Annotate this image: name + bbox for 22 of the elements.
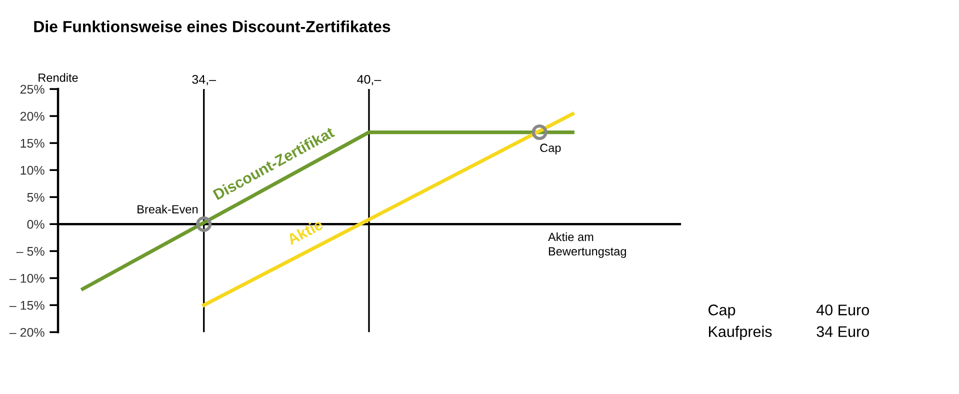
y-tick-label: 25%: [20, 84, 44, 94]
annotation: Cap: [540, 144, 561, 154]
y-tick-label: 20%: [20, 112, 44, 121]
chart-title: Die Funktionsweise eines Discount-Zertifikates: [34, 20, 390, 32]
y-tick-label: – 5%: [16, 246, 44, 256]
text: Aktie: [286, 218, 324, 246]
y-tick-label: 5%: [27, 192, 44, 202]
annotation: Break-Even: [138, 204, 198, 214]
y-tick-label: – 10%: [9, 274, 44, 283]
text: 34 Euro: [816, 326, 869, 338]
y-tick-label: 0%: [27, 220, 44, 229]
text: 40 Euro: [816, 304, 869, 316]
text: Cap: [708, 304, 736, 318]
y-tick-label: – 15%: [9, 300, 44, 310]
y-tick-label: – 20%: [9, 328, 44, 337]
x-axis-title: Aktie am Bewertungstag: [548, 232, 626, 258]
y-tick-label: 10%: [20, 166, 44, 175]
x-tick-label: 34,–: [192, 74, 216, 86]
text: Kaufpreis: [708, 326, 772, 340]
y-axis-title: Rendite: [38, 73, 78, 82]
y-tick-label: 15%: [20, 138, 44, 148]
x-tick-label: 40,–: [357, 74, 382, 86]
